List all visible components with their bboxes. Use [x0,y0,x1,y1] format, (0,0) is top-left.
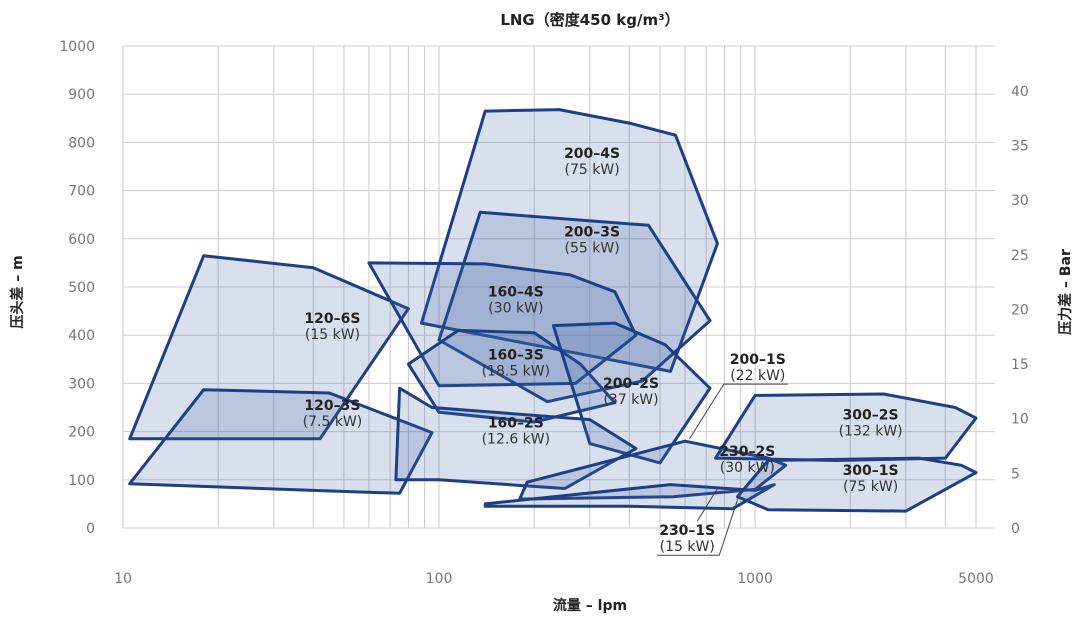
region-160-2s [394,386,638,490]
region-230-1s [483,483,776,511]
region-label-230-2s: 230–2S [719,444,775,460]
y2-axis-label: 压力差 – Bar [1057,249,1074,335]
region-power-160-2s: (12.6 kW) [482,432,551,448]
region-label-200-2s: 200–2S [603,376,659,392]
region-300-1s [736,456,978,513]
region-power-200-3s: (55 kW) [565,240,620,256]
region-power-300-1s: (75 kW) [843,479,898,495]
y2-tick-label: 40 [1011,84,1029,100]
x-tick-label: 10 [114,571,132,587]
leader-line-200-1s [689,383,788,440]
region-label-200-1s: 200–1S [730,352,786,368]
region-label-160-2s: 160–2S [488,416,544,432]
y-tick-label: 500 [68,280,95,296]
region-label-160-4s: 160–4S [488,285,544,301]
region-power-200-1s: (22 kW) [730,368,785,384]
region-200-2s [551,321,712,465]
y-tick-label: 100 [68,473,95,489]
y2-tick-label: 10 [1011,412,1029,428]
y-tick-label: 1000 [59,39,95,55]
leader-line-230-1s [657,490,742,556]
region-power-120-3s: (7.5 kW) [303,414,363,430]
region-label-120-3s: 120–3S [304,398,360,414]
region-power-200-2s: (37 kW) [603,392,658,408]
y-tick-label: 200 [68,425,95,441]
region-power-230-1s: (15 kW) [660,539,715,555]
y2-tick-label: 20 [1011,302,1029,318]
region-label-300-2s: 300–2S [843,408,899,424]
region-200-3s [437,210,712,404]
y-tick-label: 300 [68,376,95,392]
y2-tick-label: 30 [1011,193,1029,209]
region-label-160-3s: 160–3S [488,347,544,363]
region-label-230-1s: 230–1S [659,523,715,539]
y2-tick-label: 0 [1011,521,1020,537]
y-tick-label: 900 [68,87,95,103]
region-power-300-2s: (132 kW) [839,424,903,440]
region-power-120-6s: (15 kW) [305,327,360,343]
region-label-300-1s: 300–1S [843,463,899,479]
region-power-160-3s: (18.5 kW) [482,363,551,379]
chart-title: LNG（密度450 kg/m³） [500,11,679,29]
x-axis-label: 流量 – lpm [553,597,627,614]
y2-tick-label: 35 [1011,138,1029,154]
y-tick-label: 400 [68,328,95,344]
x-tick-label: 5000 [958,571,994,587]
tick-labels: 0 100 200 300 400 500 600 700 800 900 1000 0 5 10 15 20… [59,39,1028,587]
pump-regions [128,108,978,513]
y2-tick-label: 25 [1011,248,1029,264]
region-labels: 120–6S(15 kW)120–3S(7.5 kW)200–4S(75 kW)… [303,146,903,555]
x-tick-label: 100 [426,571,453,587]
y-tick-label: 800 [68,135,95,151]
y-axis-label: 压头差 – m [9,255,26,328]
y2-tick-label: 15 [1011,357,1029,373]
y-tick-label: 600 [68,232,95,248]
region-120-3s [128,388,434,495]
region-label-120-6s: 120–6S [304,311,360,327]
leader-lines [657,383,788,556]
leader-line-230-1s-upper [696,488,718,522]
region-power-200-4s: (75 kW) [565,162,620,178]
y-tick-label: 0 [86,521,95,537]
region-power-230-2s: (30 kW) [720,460,775,476]
x-tick-label: 1000 [737,571,773,587]
region-label-200-3s: 200–3S [564,224,620,240]
y2-tick-label: 5 [1011,466,1020,482]
y-tick-label: 700 [68,184,95,200]
region-power-160-4s: (30 kW) [488,301,543,317]
region-label-200-4s: 200–4S [564,146,620,162]
